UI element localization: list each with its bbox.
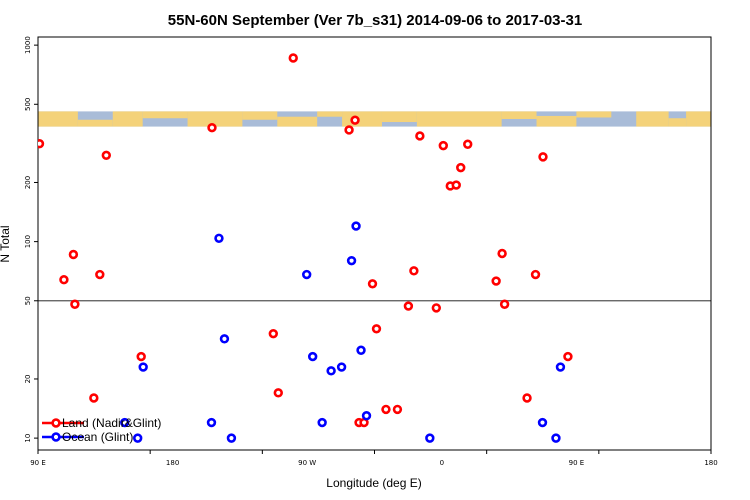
map-land-2 [112,111,143,127]
ocean-point-14 [356,345,366,355]
y-tick-label-50: 50 [24,296,32,305]
y-axis: 10 20 50 100 200 500 1000 [24,36,38,443]
land-point-10 [273,388,283,398]
land-point-20 [403,301,414,311]
map-land-9 [381,111,417,123]
chart-title: 55N-60N September (Ver 7b_s31) 2014-09-0… [168,12,582,29]
land-point-16 [367,279,378,289]
y-tick-label-1000: 1000 [24,36,32,54]
legend-ocean-label: Ocean (Glint) [62,430,133,444]
map-land-12 [536,115,577,127]
land-point-6 [101,150,111,160]
land-point-2 [68,249,79,260]
land-point-0 [38,139,45,149]
ocean-point-6 [226,433,237,443]
world-map-strip [38,111,711,127]
map-land-6 [277,116,318,127]
map-land-5 [242,111,278,120]
ocean-point-16 [425,433,435,443]
x-axis-label: Longitude (deg E) [326,476,421,490]
land-point-26 [451,180,461,190]
land-point-33 [530,269,541,280]
legend-land-marker [51,418,61,428]
y-tick-label-500: 500 [24,98,32,111]
land-point-34 [538,152,548,162]
ocean-point-1 [133,433,143,443]
map-land-11 [501,111,537,119]
land-point-19 [392,404,403,415]
map-land-7 [317,111,343,117]
x-tick-label: 90 E [30,459,46,467]
land-point-27 [456,162,466,173]
legend: Land (Nadir&Glint) Ocean (Glint) [42,416,161,444]
land-point-3 [70,299,80,309]
map-land-4 [187,111,243,127]
land-point-17 [371,324,382,334]
map-land-3 [142,111,188,119]
x-tick-label: 90 E [569,459,585,467]
ocean-point-0 [120,417,130,428]
x-tick-label: 0 [440,459,444,467]
y-axis-label: N Total [0,225,12,262]
x-axis: 90 E 180 90 W 0 90 E 180 [30,450,718,467]
plot-frame [37,36,712,451]
y-tick-label-100: 100 [24,235,32,248]
ocean-point-4 [214,233,224,243]
map-land-15 [668,118,687,127]
map-land-14 [636,111,669,127]
land-point-22 [415,131,425,141]
ocean-point-5 [219,334,230,344]
land-point-12 [344,125,354,135]
land-point-13 [350,115,360,125]
land-point-30 [497,248,507,259]
land-point-21 [409,266,419,276]
map-land-13 [576,111,612,118]
land-point-9 [268,328,279,339]
ocean-point-8 [307,351,318,362]
ocean-point-17 [537,417,548,428]
x-tick-label: 180 [704,459,717,467]
data-points [38,53,573,443]
ocean-point-10 [326,366,336,376]
map-land-1 [77,119,113,127]
land-point-7 [136,351,146,362]
ocean-point-9 [317,417,327,428]
ocean-point-3 [206,417,217,428]
map-land-0 [38,111,78,127]
land-point-18 [381,404,391,415]
land-point-1 [59,275,69,285]
x-tick-label: 90 W [298,459,316,467]
ocean-point-18 [551,433,561,443]
land-point-31 [499,299,510,309]
land-point-29 [491,276,501,286]
map-land-16 [686,111,711,127]
land-point-4 [89,393,99,403]
land-point-5 [95,269,105,280]
map-land-10 [416,111,502,127]
ocean-point-2 [138,362,148,372]
x-tick-label: 180 [166,459,179,467]
y-tick-label-20: 20 [24,375,32,384]
ocean-point-12 [346,255,357,266]
series-land [38,53,573,428]
y-tick-label-10: 10 [24,434,32,443]
ocean-point-11 [336,362,347,372]
y-tick-label-200: 200 [24,176,32,189]
land-point-28 [463,139,473,149]
legend-land-label: Land (Nadir&Glint) [62,416,161,430]
land-point-11 [288,53,298,63]
land-point-23 [431,303,442,313]
land-point-8 [207,123,217,133]
land-point-32 [522,393,532,403]
map-land-8 [342,111,382,127]
legend-ocean-marker [51,432,61,442]
ocean-point-13 [351,221,361,231]
ocean-point-7 [302,269,312,280]
ocean-point-15 [361,411,372,421]
land-point-24 [438,140,448,151]
series-ocean [120,221,566,443]
ocean-point-19 [555,362,566,372]
land-point-35 [563,351,573,362]
